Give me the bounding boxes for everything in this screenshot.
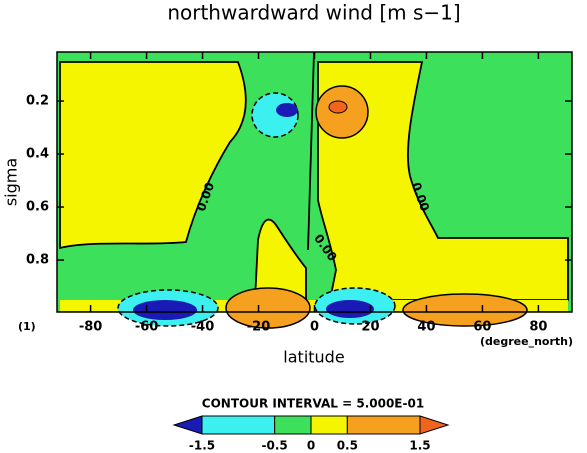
colorbar-segment bbox=[346, 415, 421, 435]
yellow-region bbox=[59, 61, 247, 250]
x-tick-label: 60 bbox=[473, 320, 491, 335]
orange-region bbox=[225, 287, 311, 329]
red-region bbox=[328, 100, 348, 114]
contour-field bbox=[57, 51, 572, 329]
x-tick-label: -20 bbox=[247, 320, 271, 335]
chart-title: northwardward wind [m s−1] bbox=[167, 1, 460, 25]
colorbar-segment bbox=[274, 415, 312, 435]
colorbar-label: 0 bbox=[307, 439, 315, 453]
colorbar-segment bbox=[201, 415, 276, 435]
x-tick-label: 80 bbox=[529, 320, 547, 335]
x-tick-label: 0 bbox=[310, 320, 319, 335]
colorbar-segment bbox=[419, 415, 450, 435]
colorbar-title: CONTOUR INTERVAL = 5.000E-01 bbox=[202, 397, 424, 411]
colorbar-label: -1.5 bbox=[189, 439, 215, 453]
x-tick-label: -40 bbox=[191, 320, 215, 335]
y-tick-label: 0.4 bbox=[26, 147, 49, 162]
contour-line bbox=[307, 51, 315, 251]
x-tick-label: 20 bbox=[361, 320, 379, 335]
x-tick-label: 40 bbox=[417, 320, 435, 335]
y-tick-label: 0.8 bbox=[26, 253, 49, 268]
colorbar-segment bbox=[310, 415, 348, 435]
x-tick-label: -80 bbox=[79, 320, 103, 335]
colorbar-label: -0.5 bbox=[262, 439, 288, 453]
y-tick-label: 0.2 bbox=[26, 94, 49, 109]
orange-region bbox=[402, 293, 528, 327]
blue-region bbox=[326, 300, 374, 318]
yellow-region bbox=[317, 61, 569, 301]
blue-region bbox=[133, 300, 197, 320]
colorbar-label: 0.5 bbox=[337, 439, 358, 453]
y-axis-label: sigma bbox=[2, 158, 21, 206]
colorbar-segment bbox=[172, 415, 203, 435]
x-axis-label: latitude bbox=[283, 348, 344, 367]
y-tick-label: 0.6 bbox=[26, 200, 49, 215]
colorbar-label: 1.5 bbox=[409, 439, 430, 453]
x-tick-label: -60 bbox=[135, 320, 159, 335]
blue-region bbox=[276, 103, 298, 117]
y-lower-label: (1) bbox=[18, 320, 36, 333]
x-axis-units: (degree_north) bbox=[480, 335, 573, 348]
yellow-region bbox=[254, 218, 307, 301]
